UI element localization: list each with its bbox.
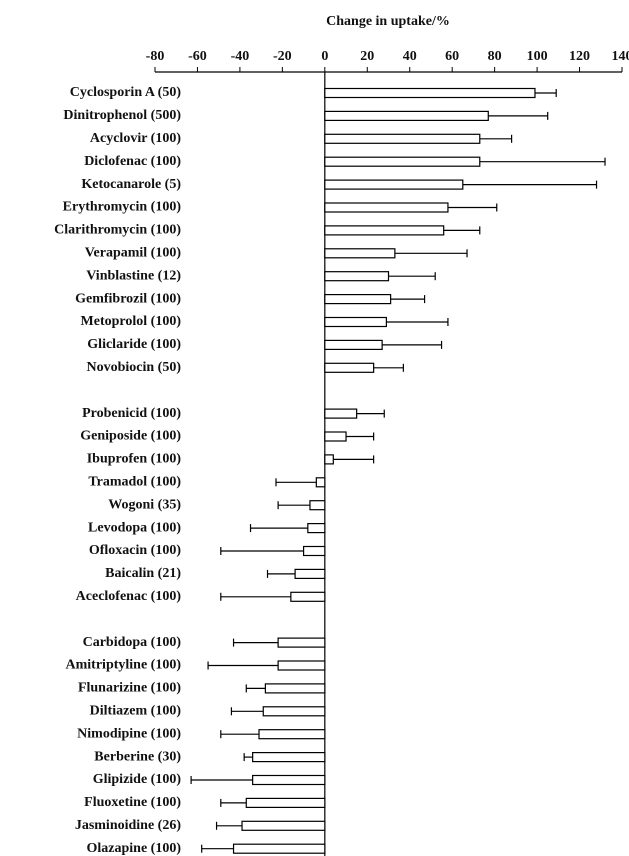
category-label: Berberine (30) (94, 749, 181, 764)
bar (258, 729, 326, 740)
category-label: Diclofenac (100) (84, 154, 181, 169)
bar (324, 431, 347, 442)
bar (324, 294, 392, 305)
category-label: Levodopa (100) (88, 520, 181, 535)
bar (241, 820, 326, 831)
category-label: Nimodipine (100) (77, 726, 181, 741)
bar (232, 843, 326, 854)
bar (277, 660, 326, 671)
category-label: Amitriptyline (100) (66, 658, 182, 673)
category-label: Vinblastine (12) (86, 268, 181, 283)
category-label: Probenicid (100) (82, 406, 181, 421)
category-label: Jasminoidine (26) (75, 818, 182, 833)
category-label: Gliclaride (100) (87, 337, 181, 352)
bar (315, 477, 326, 488)
bar (277, 637, 326, 648)
bar (324, 362, 375, 373)
category-label: Acyclovir (100) (90, 131, 181, 146)
category-label: Ketocanarole (5) (81, 177, 181, 192)
category-label: Gemfibrozil (100) (75, 291, 181, 306)
x-tick-label: -60 (188, 49, 207, 64)
bar (324, 179, 464, 190)
category-label: Flunarizine (100) (78, 681, 181, 696)
bar (245, 797, 326, 809)
x-tick-label: 60 (445, 49, 459, 64)
category-label: Ofloxacin (100) (89, 543, 181, 558)
category-label: Diltiazem (100) (90, 704, 182, 719)
bar (324, 316, 387, 328)
x-tick-label: 40 (403, 49, 417, 64)
bar (309, 500, 326, 511)
bar (324, 248, 396, 259)
x-tick-label: -80 (146, 49, 165, 64)
bar (324, 110, 489, 122)
x-tick-label: -20 (273, 49, 292, 64)
x-tick-label: 140 (612, 49, 629, 64)
category-label: Verapamil (100) (85, 246, 182, 261)
category-label: Dinitrophenol (500) (63, 108, 181, 123)
category-label: Clarithromycin (100) (54, 223, 181, 238)
bar (324, 156, 481, 167)
category-label: Metoprolol (100) (81, 314, 182, 329)
x-tick-label: 0 (321, 49, 328, 64)
x-tick-label: 120 (569, 49, 590, 64)
bar (324, 87, 536, 99)
category-label: Aceclofenac (100) (76, 589, 182, 604)
bar (324, 339, 383, 350)
bar (294, 568, 326, 580)
bar (307, 522, 326, 534)
category-label: Fluoxetine (100) (84, 795, 181, 810)
bar (324, 454, 334, 465)
category-label: Carbidopa (100) (83, 635, 182, 650)
x-tick-label: 80 (488, 49, 502, 64)
bar (290, 591, 326, 602)
x-tick-label: 100 (527, 49, 548, 64)
bar (324, 225, 445, 236)
category-label: Baicalin (21) (105, 566, 181, 581)
bar (302, 545, 326, 557)
category-label: Ibuprofen (100) (87, 452, 182, 467)
category-label: Wogoni (35) (108, 497, 181, 512)
axis-title: Change in uptake/% (326, 14, 450, 29)
category-label: Glipizide (100) (93, 772, 182, 787)
bar (324, 408, 358, 419)
bar (324, 271, 390, 282)
category-label: Geniposide (100) (80, 429, 181, 444)
category-label: Novobiocin (50) (87, 360, 182, 375)
bar (252, 774, 326, 786)
x-tick-label: -40 (231, 49, 250, 64)
bar (264, 683, 326, 694)
category-label: Cyclosporin A (50) (70, 85, 182, 100)
category-label: Tramadol (100) (88, 475, 181, 490)
category-label: Olazapine (100) (87, 841, 182, 856)
category-label: Erythromycin (100) (63, 200, 182, 215)
bar (252, 751, 326, 763)
x-tick-label: 20 (360, 49, 374, 64)
bar (262, 706, 326, 717)
bar (324, 133, 481, 144)
bar (324, 202, 449, 213)
